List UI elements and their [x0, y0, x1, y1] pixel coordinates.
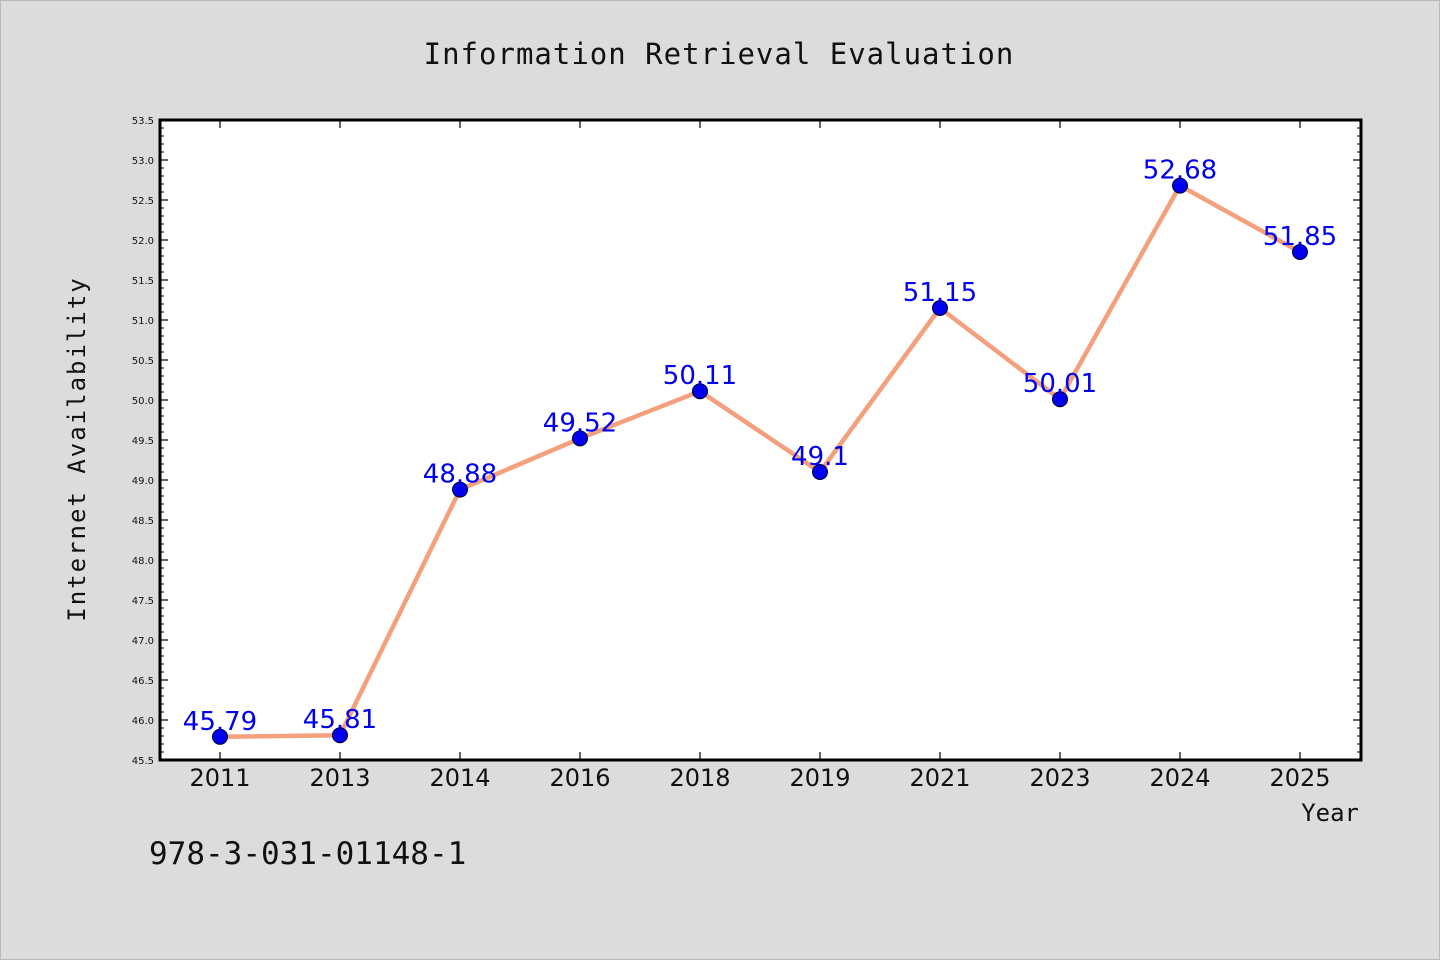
data-point [212, 728, 228, 745]
y-tick-label: 51.5 [132, 276, 154, 287]
x-tick-label: 2014 [429, 764, 490, 792]
x-tick-label: 2016 [549, 764, 610, 792]
data-label: 48.88 [423, 460, 497, 490]
data-label: 49.52 [543, 408, 617, 438]
plot-area [158, 118, 1363, 762]
y-tick-label: 49.0 [132, 476, 154, 487]
y-tick-label: 49.5 [132, 436, 154, 447]
x-tick-label: 2013 [309, 764, 370, 792]
y-axis-label: Internet Availability [63, 276, 91, 621]
y-tick-label: 50.5 [132, 356, 154, 367]
y-tick-label: 45.5 [132, 756, 154, 767]
x-tick-label: 2025 [1269, 764, 1330, 792]
data-label: 50.11 [663, 361, 737, 391]
x-tick-label: 2019 [789, 764, 850, 792]
y-tick-label: 47.0 [132, 636, 154, 647]
y-tick-label: 52.5 [132, 196, 154, 207]
data-point [932, 300, 948, 316]
chart-title: Information Retrieval Evaluation [424, 37, 1015, 71]
y-tick-label: 53.5 [132, 116, 154, 127]
data-point [452, 481, 468, 498]
data-labels: 45.79 45.81 48.88 49.52 50.11 49.1 51.15 50.01 5… [183, 156, 1337, 737]
y-tick-label: 48.0 [132, 556, 154, 567]
x-tick-label: 2018 [669, 764, 730, 792]
series-line [217, 183, 1303, 740]
data-label: 45.81 [303, 705, 377, 735]
data-point [1172, 177, 1188, 194]
data-point [572, 430, 588, 447]
data-point [812, 464, 828, 480]
y-tick-label: 53.0 [132, 156, 154, 167]
y-tick-label: 52.0 [132, 236, 154, 247]
data-label: 45.79 [183, 707, 257, 737]
x-tick-label: 2024 [1149, 764, 1210, 792]
x-axis: 2011 2013 2014 2016 2018 2019 2021 2023 2024 2025 [189, 120, 1331, 792]
y-tick-label: 51.0 [132, 316, 154, 327]
data-label: 52.68 [1143, 156, 1217, 186]
data-point [1292, 244, 1308, 260]
x-axis-label: Year [1301, 799, 1359, 827]
y-tick-label: 46.5 [132, 676, 154, 687]
y-axis: 45.5 46.0 46.5 47.0 47.5 48.0 48.5 49.0 49.5 50.0… [132, 116, 1361, 767]
data-point [332, 727, 348, 744]
data-point [1052, 391, 1068, 408]
data-label: 51.85 [1263, 222, 1337, 252]
data-point [692, 383, 708, 400]
data-markers [212, 177, 1308, 745]
data-label: 50.01 [1023, 369, 1097, 399]
y-tick-label: 50.0 [132, 396, 154, 407]
x-tick-label: 2021 [909, 764, 970, 792]
y-tick-label: 48.5 [132, 516, 154, 527]
x-tick-label: 2011 [189, 764, 250, 792]
data-label: 49.1 [791, 442, 849, 472]
y-tick-label: 46.0 [132, 716, 154, 727]
x-tick-label: 2023 [1029, 764, 1090, 792]
data-label: 51.15 [903, 278, 977, 308]
y-tick-label: 47.5 [132, 596, 154, 607]
footnote-isbn: 978-3-031-01148-1 [149, 836, 466, 872]
